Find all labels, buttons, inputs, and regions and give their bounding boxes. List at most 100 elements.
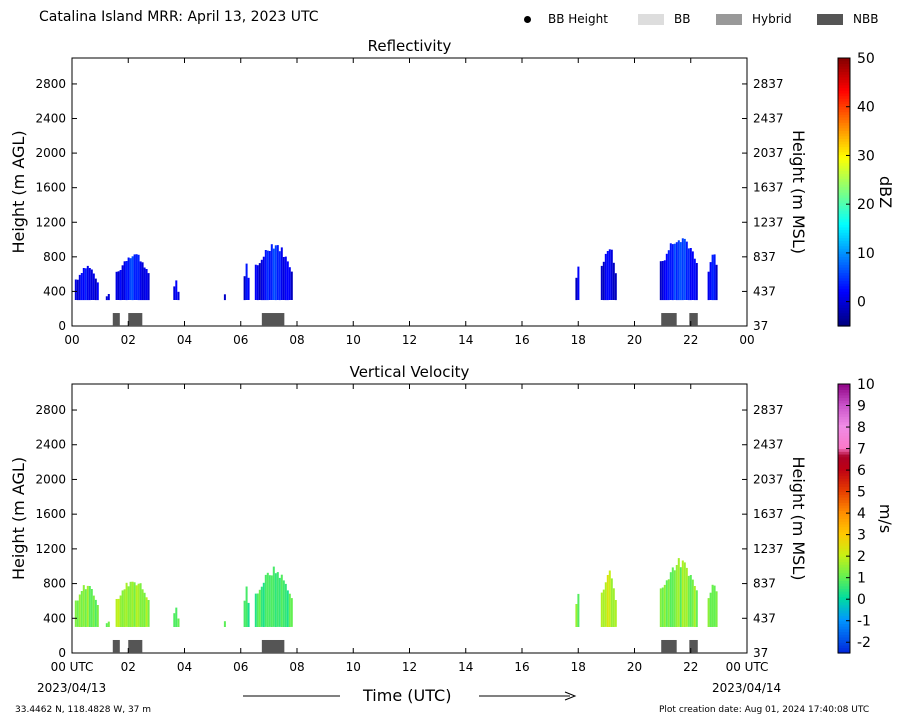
- colorbar-segment: [838, 540, 850, 544]
- colorbar-segment: [838, 510, 850, 514]
- colorbar-tick-label: 1: [857, 571, 866, 587]
- colorbar-tick-label: 50: [857, 51, 875, 67]
- echo-column: [280, 574, 283, 627]
- colorbar-segment: [838, 550, 850, 555]
- colorbar-segment: [838, 189, 850, 193]
- echo-column: [268, 575, 271, 627]
- plot-area: [71, 383, 748, 654]
- echo-column: [137, 254, 140, 301]
- echo-column: [671, 567, 674, 627]
- colorbar-segment: [838, 234, 850, 239]
- colorbar-segment: [838, 127, 850, 131]
- colorbar-segment: [838, 63, 850, 67]
- colorbar-tick-label: 4: [857, 506, 866, 522]
- colorbar-segment: [838, 534, 850, 538]
- colorbar-segment: [838, 307, 850, 311]
- y-tick-label-right: 437: [753, 284, 776, 298]
- echo-column: [282, 257, 285, 300]
- y-tick-label: 2400: [35, 112, 66, 126]
- bright-band-bar: [689, 313, 698, 327]
- colorbar-segment: [838, 400, 850, 404]
- echo-column: [270, 575, 273, 627]
- echo-column: [86, 585, 89, 627]
- colorbar-segment: [838, 518, 850, 522]
- echo-column: [266, 250, 269, 301]
- echo-column: [695, 590, 698, 627]
- colorbar-segment: [838, 283, 850, 287]
- echo-column: [286, 590, 289, 627]
- legend-label: BB Height: [548, 12, 608, 26]
- colorbar-segment: [838, 515, 850, 520]
- echo-column: [689, 248, 692, 301]
- colorbar-segment: [838, 151, 850, 156]
- echo-column: [278, 577, 281, 627]
- echo-column: [711, 254, 714, 301]
- echo-column: [272, 566, 275, 627]
- echo-column: [133, 254, 136, 300]
- arrow-head-icon: [564, 691, 577, 701]
- colorbar-segment: [838, 114, 850, 118]
- y-tick-label-right: 2837: [753, 77, 784, 91]
- echo-column: [243, 600, 246, 627]
- legend-label: BB: [674, 12, 691, 26]
- x-tick-label: 14: [458, 333, 473, 347]
- echo-column: [268, 251, 271, 300]
- colorbar-segment: [838, 405, 850, 409]
- colorbar-tick-label: 8: [857, 420, 866, 436]
- start-date: 2023/04/13: [37, 681, 107, 695]
- colorbar-segment: [838, 216, 850, 220]
- echo-column: [606, 251, 609, 301]
- colorbar-label: dBZ: [876, 176, 895, 208]
- legend-label: NBB: [853, 12, 879, 26]
- colorbar-segment: [838, 58, 850, 62]
- colorbar-segment: [838, 445, 850, 450]
- colorbar-segment: [838, 299, 850, 303]
- echo-column: [679, 567, 682, 627]
- colorbar-tick-label: 0: [857, 295, 866, 311]
- colorbar-segment: [838, 437, 850, 442]
- echo-column: [133, 582, 136, 627]
- y-axis-label-right: Height (m MSL): [789, 456, 808, 580]
- echo-column: [84, 268, 87, 301]
- end-date: 2023/04/14: [712, 681, 782, 695]
- colorbar-segment: [838, 224, 850, 228]
- colorbar-segment: [838, 569, 850, 573]
- echo-column: [78, 594, 81, 627]
- colorbar-segment: [838, 232, 850, 236]
- colorbar-segment: [838, 618, 850, 622]
- x-tick-label: 00 UTC: [51, 660, 94, 674]
- colorbar-segment: [838, 79, 850, 83]
- echo-column: [661, 587, 664, 627]
- echo-column: [243, 276, 246, 301]
- colorbar-tick-label: 3: [857, 528, 866, 544]
- echo-column: [88, 268, 91, 301]
- legend-label: Hybrid: [752, 12, 792, 26]
- echo-column: [683, 562, 686, 627]
- echo-column: [76, 279, 79, 301]
- colorbar-segment: [838, 574, 850, 579]
- x-tick-label: 22: [683, 660, 698, 674]
- colorbar-segment: [838, 623, 850, 627]
- echo-column: [612, 588, 615, 627]
- colorbar-segment: [838, 615, 850, 619]
- echo-column: [92, 595, 95, 627]
- y-tick-label-right: 2037: [753, 146, 784, 160]
- colorbar-segment: [838, 173, 850, 177]
- colorbar-segment: [838, 122, 850, 126]
- echo-column: [74, 279, 77, 300]
- colorbar-segment: [838, 475, 850, 479]
- echo-column: [115, 599, 118, 627]
- x-tick-label: 18: [571, 333, 586, 347]
- colorbar-segment: [838, 130, 850, 134]
- echo-column: [663, 260, 666, 301]
- colorbar-segment: [838, 92, 850, 97]
- colorbar-segment: [838, 545, 850, 549]
- echo-column: [600, 265, 603, 300]
- colorbar-segment: [838, 277, 850, 282]
- echo-column: [687, 248, 690, 301]
- colorbar-frame: [837, 57, 851, 327]
- colorbar-segment: [838, 626, 850, 630]
- echo-column: [575, 604, 578, 627]
- x-tick-label: 00: [739, 333, 754, 347]
- echo-column: [92, 273, 95, 300]
